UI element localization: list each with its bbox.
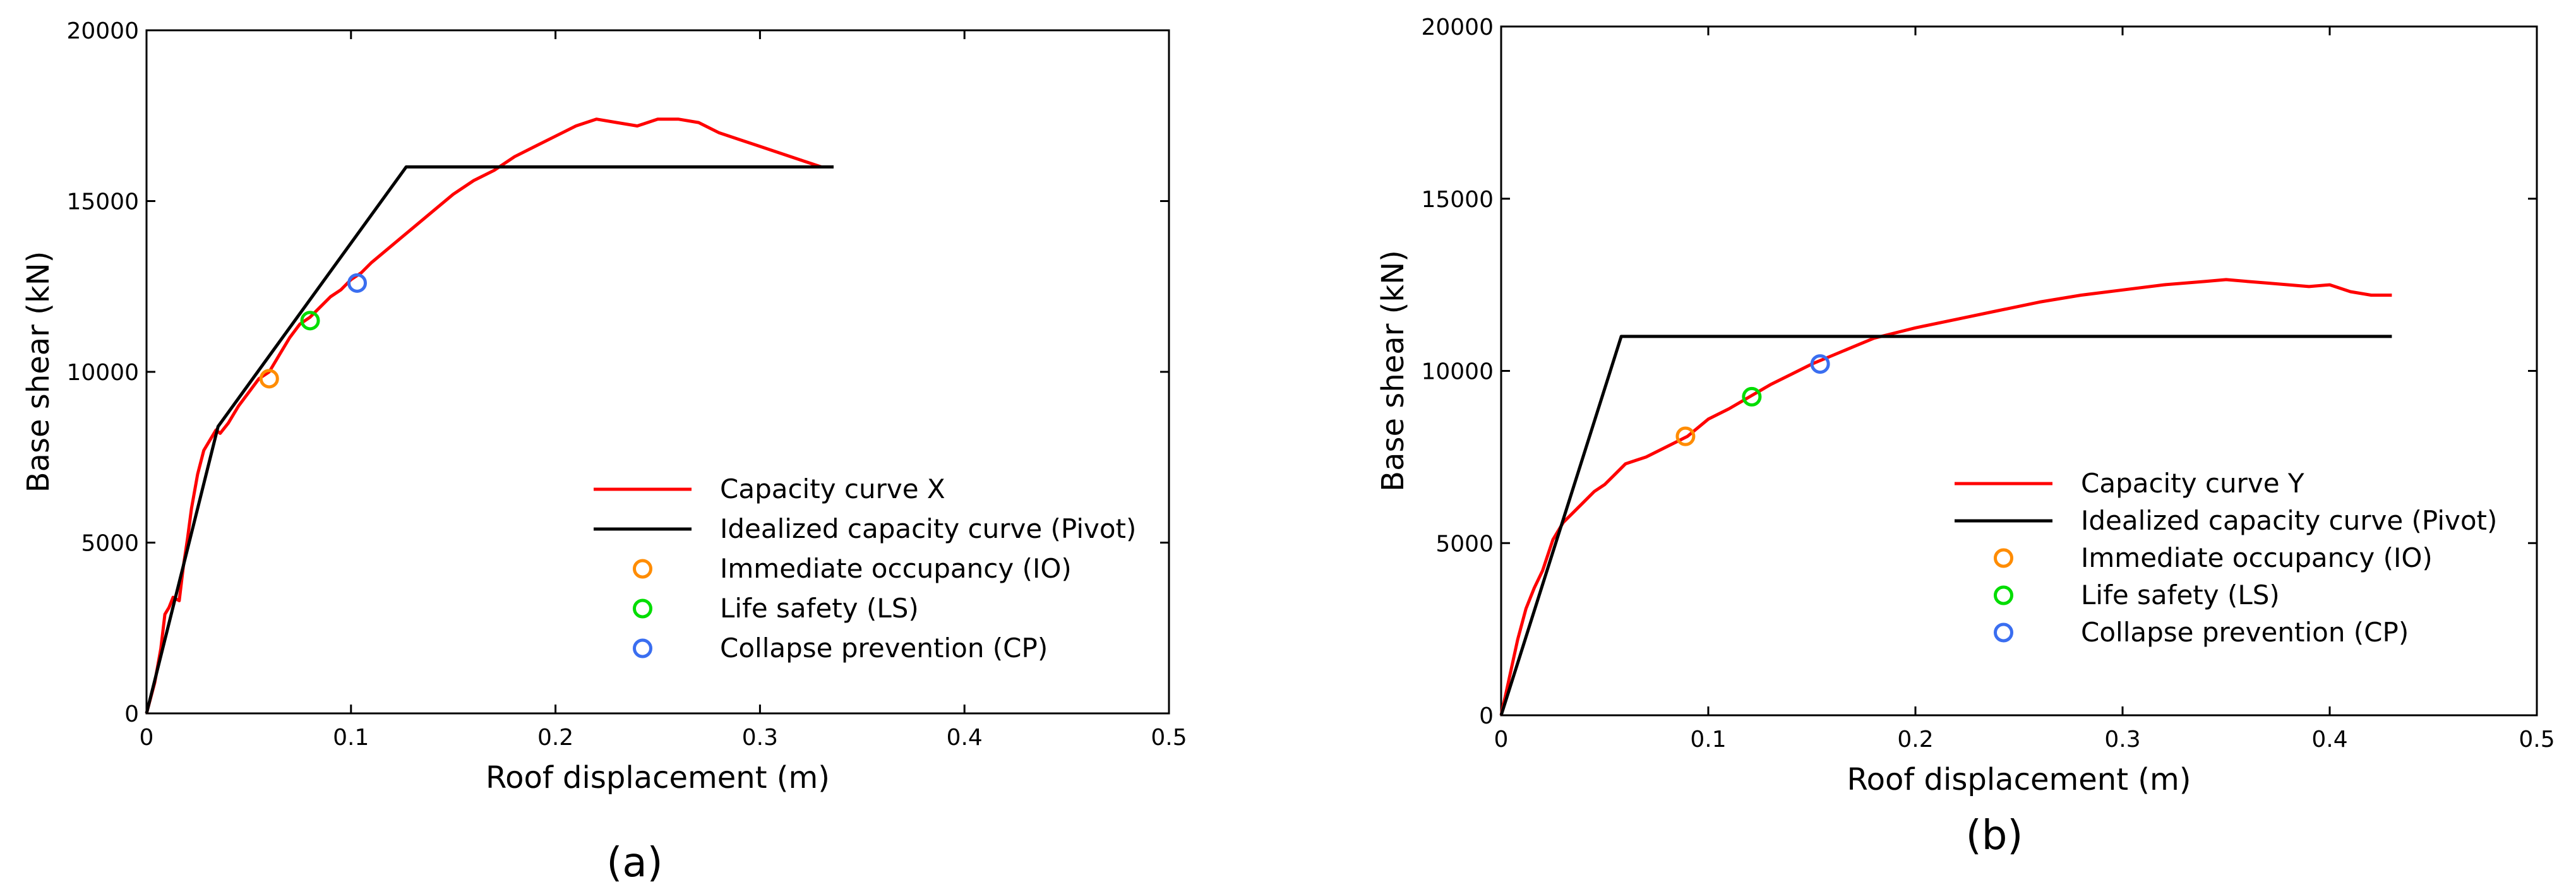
legend-entry: Immediate occupancy (IO) — [720, 553, 1072, 584]
legend-entry: Capacity curve Y — [2081, 468, 2304, 499]
marker-ls — [300, 311, 320, 331]
x-tick-label: 0.4 — [947, 725, 983, 751]
y-tick-label: 5000 — [81, 531, 139, 557]
idealized-curve-line — [1499, 335, 2392, 716]
legend-entry: Capacity curve X — [720, 473, 945, 504]
plot-frame — [145, 29, 1170, 715]
y-tick-label: 0 — [1479, 703, 1494, 729]
marker-cp — [347, 273, 368, 293]
x-tick-label: 0.3 — [2104, 727, 2140, 753]
y-axis-label: Base shear (kN) — [21, 251, 56, 493]
legend-entry: Life safety (LS) — [720, 593, 919, 624]
panel-label: (a) — [606, 840, 662, 886]
x-tick-label: 0.4 — [2311, 727, 2347, 753]
idealized-curve-line — [145, 165, 834, 714]
legend-entry: Life safety (LS) — [2081, 580, 2280, 610]
x-axis-label: Roof displacement (m) — [1847, 762, 2191, 797]
y-tick-label: 10000 — [66, 360, 139, 386]
legend-swatch-marker — [1994, 585, 2013, 605]
y-tick-label: 10000 — [1421, 359, 1494, 385]
legend-entry: Collapse prevention (CP) — [2081, 617, 2409, 648]
marker-cp — [1810, 354, 1830, 374]
x-tick-label: 0.3 — [742, 725, 778, 751]
y-tick-label: 0 — [124, 701, 139, 727]
x-tick-label: 0 — [1494, 727, 1509, 753]
y-axis-label: Base shear (kN) — [1375, 250, 1411, 492]
legend-swatch-marker — [633, 598, 652, 619]
plot-frame — [1500, 25, 2538, 717]
y-tick-label: 15000 — [66, 189, 139, 215]
chart-panel-b: 0 0.1 0.2 0.3 0.4 0.5 0 5000 10000 15000 20000 Roof… — [1375, 15, 2555, 859]
marker-ls — [1742, 386, 1762, 407]
y-tick-label: 20000 — [66, 18, 139, 44]
x-tick-label: 0.2 — [1897, 727, 1933, 753]
y-tick-label: 5000 — [1435, 531, 1494, 557]
legend-entry: Immediate occupancy (IO) — [2081, 542, 2433, 573]
y-tick-label: 15000 — [1421, 187, 1494, 213]
capacity-curve-line — [1499, 278, 2392, 716]
chart-panel-a: 0 0.1 0.2 0.3 0.4 0.5 0 5000 10000 15000 20000 Roof… — [21, 18, 1187, 886]
marker-io — [1675, 426, 1696, 446]
x-axis-label: Roof displacement (m) — [486, 760, 830, 795]
x-tick-label: 0.2 — [537, 725, 573, 751]
legend-entry: Idealized capacity curve (Pivot) — [2081, 505, 2497, 536]
x-tick-label: 0.5 — [1151, 725, 1187, 751]
legend-swatch-marker — [1994, 622, 2013, 643]
marker-io — [259, 369, 279, 389]
legend-swatch-marker — [1994, 548, 2013, 568]
legend-entry: Idealized capacity curve (Pivot) — [720, 513, 1136, 544]
capacity-curve-line — [145, 117, 822, 714]
y-tick-label: 20000 — [1421, 15, 1494, 40]
x-tick-label: 0.1 — [333, 725, 369, 751]
legend-swatch-marker — [633, 559, 652, 579]
x-tick-label: 0 — [140, 725, 154, 751]
x-tick-label: 0.5 — [2519, 727, 2555, 753]
panel-label: (b) — [1966, 813, 2023, 859]
legend-entry: Collapse prevention (CP) — [720, 633, 1048, 664]
x-tick-label: 0.1 — [1690, 727, 1726, 753]
legend-swatch-marker — [633, 638, 652, 658]
